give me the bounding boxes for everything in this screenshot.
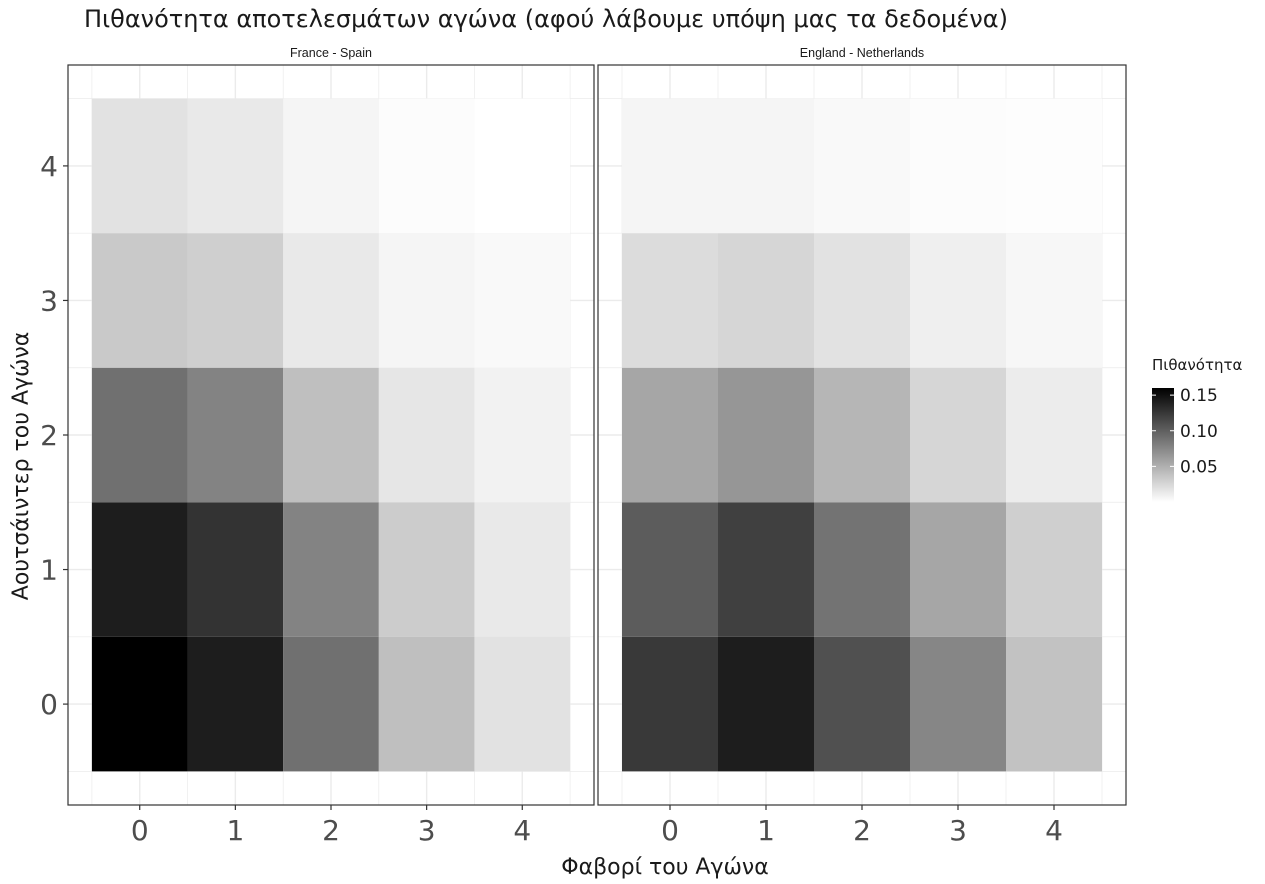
panel-strip-label: France - Spain [290, 46, 372, 60]
x-tick-label: 3 [949, 814, 967, 847]
heatmap-tile [474, 367, 571, 503]
heatmap-tile [378, 367, 475, 503]
heatmap-tile [1006, 367, 1102, 503]
heatmap-tile [622, 233, 718, 368]
heatmap-tile [910, 98, 1006, 234]
x-tick-label: 1 [757, 814, 775, 847]
heatmap-tile [378, 98, 475, 234]
heatmap-tile [910, 367, 1006, 503]
y-tick-label: 4 [40, 150, 58, 183]
x-tick-label: 2 [322, 814, 340, 847]
x-tick-label: 0 [661, 814, 679, 847]
heatmap-tile [187, 636, 284, 772]
heatmap-tile [910, 636, 1006, 772]
y-tick-label: 0 [40, 688, 58, 721]
heatmap-tile [378, 233, 475, 368]
heatmap-tile [187, 233, 284, 368]
heatmap-tile [474, 636, 571, 772]
heatmap-tile [718, 233, 814, 368]
y-axis-label: Αουτσάιντερ του Αγώνα [9, 332, 34, 600]
heatmap-tile [622, 502, 718, 637]
heatmap-tile [718, 367, 814, 503]
panel-1: France - Spain 0 1 2 3 4 0 1 2 3 4 [40, 46, 595, 847]
panel-strip-label: England - Netherlands [800, 46, 924, 60]
x-tick-label: 1 [226, 814, 244, 847]
y-tick-label: 1 [40, 554, 58, 587]
y-tick-label: 2 [40, 419, 58, 452]
heatmap-tile [622, 367, 718, 503]
heatmap-tile [283, 636, 379, 772]
legend-colorbar [1152, 388, 1174, 502]
heatmap-tile [1006, 233, 1102, 368]
heatmap-tile [622, 636, 718, 772]
heatmap-tile [910, 502, 1006, 637]
y-tick-label: 3 [40, 284, 58, 317]
legend: Πιθανότητα 0.05 0.10 0.15 [1152, 356, 1243, 502]
heatmap-tile [187, 98, 284, 234]
heatmap-tile [91, 98, 188, 234]
heatmap-tile [91, 502, 188, 637]
heatmap-tile [91, 233, 188, 368]
x-tick-label: 4 [513, 814, 531, 847]
panel-2: England - Netherlands 0 1 2 3 4 [597, 46, 1127, 847]
legend-tick-label: 0.05 [1180, 457, 1218, 477]
heatmap-tile [910, 233, 1006, 368]
x-tick-label: 0 [131, 814, 149, 847]
heatmap-tile [718, 98, 814, 234]
heatmap-tile [1006, 502, 1102, 637]
x-axis-label: Φαβορί του Αγώνα [561, 855, 768, 880]
heatmap-tile [91, 636, 188, 772]
x-tick-label: 4 [1045, 814, 1063, 847]
x-tick-label: 3 [418, 814, 436, 847]
heatmap-tile [283, 502, 379, 637]
heatmap-tile [187, 367, 284, 503]
legend-ticks: 0.05 0.10 0.15 [1152, 386, 1218, 477]
heatmap-tile [378, 502, 475, 637]
heatmap-tile [814, 98, 910, 234]
legend-tick-label: 0.10 [1180, 422, 1218, 442]
heatmap-tile [283, 233, 379, 368]
heatmap-tile [91, 367, 188, 503]
heatmap-tile [718, 636, 814, 772]
heatmap-tile [718, 502, 814, 637]
heatmap-tile [474, 502, 571, 637]
heatmap-tile [1006, 636, 1102, 772]
heatmap-tile [283, 98, 379, 234]
x-tick-label: 2 [853, 814, 871, 847]
heatmap-tile [378, 636, 475, 772]
heatmap-tile [283, 367, 379, 503]
heatmap-tile [814, 502, 910, 637]
heatmap-tile [622, 98, 718, 234]
heatmap-tile [814, 367, 910, 503]
heatmap-tile [187, 502, 284, 637]
heatmap-tile [814, 233, 910, 368]
chart-title: Πιθανότητα αποτελεσμάτων αγώνα (αφού λάβ… [84, 5, 1008, 33]
heatmap-tile [1006, 98, 1102, 234]
legend-tick-label: 0.15 [1180, 386, 1218, 406]
heatmap-tile [474, 233, 571, 368]
heatmap-tile [474, 98, 571, 234]
heatmap-tile [814, 636, 910, 772]
legend-title: Πιθανότητα [1152, 356, 1243, 374]
